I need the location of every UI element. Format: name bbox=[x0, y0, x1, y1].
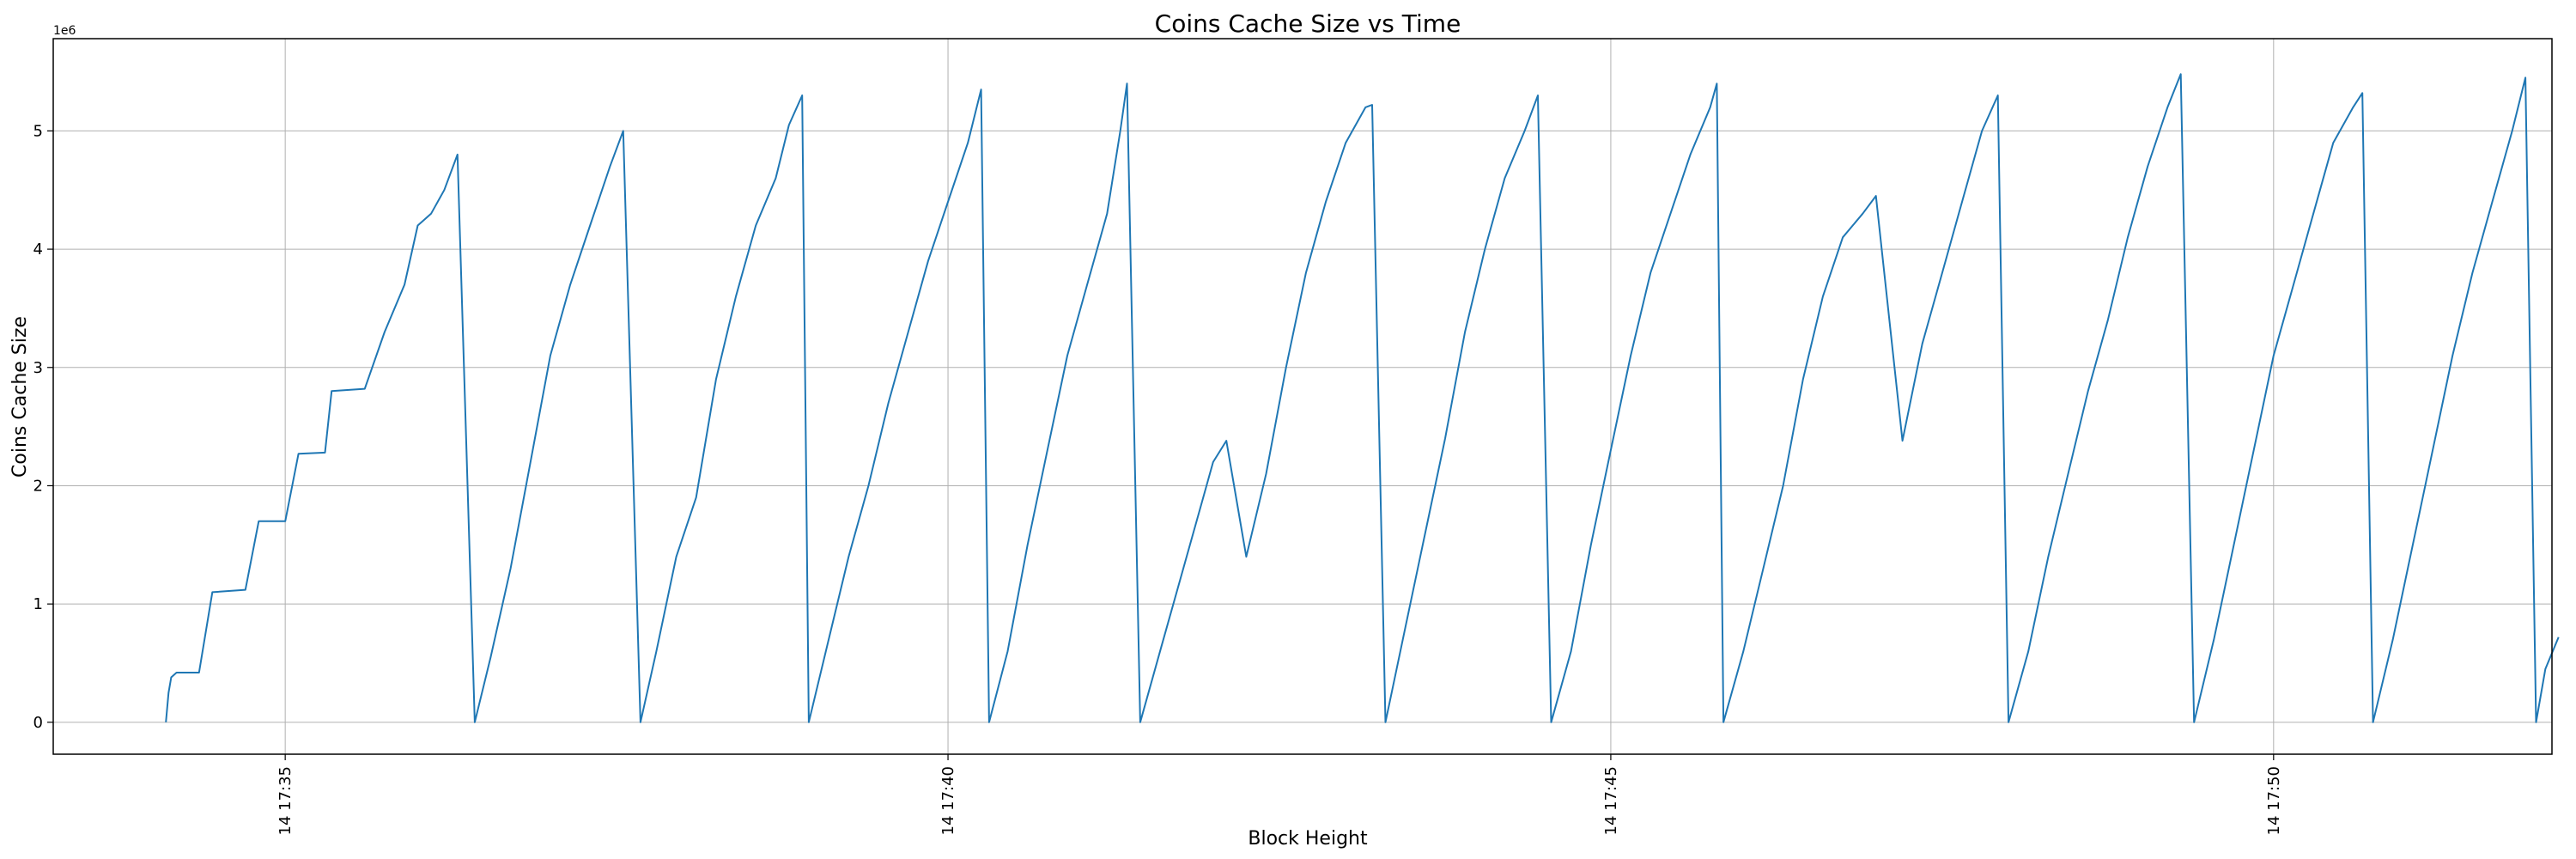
x-axis-label: Block Height bbox=[1248, 828, 1368, 850]
x-tick-label: 14 17:45 bbox=[1602, 766, 1620, 836]
chart-title: Coins Cache Size vs Time bbox=[1155, 9, 1461, 38]
plot-frame bbox=[52, 38, 2553, 755]
y-tick-label: 0 bbox=[33, 714, 43, 732]
y-axis-ticks: 0 1 2 3 4 5 bbox=[33, 122, 53, 732]
x-tick-label: 14 17:35 bbox=[276, 766, 295, 836]
x-tick-label: 14 17:50 bbox=[2265, 766, 2283, 836]
plot-area bbox=[165, 73, 2560, 723]
x-axis-ticks: 14 17:35 14 17:40 14 17:45 14 17:50 bbox=[276, 754, 2283, 836]
y-tick-label: 1 bbox=[33, 595, 43, 613]
grid-lines bbox=[53, 39, 2552, 754]
x-tick-label: 14 17:40 bbox=[939, 766, 957, 836]
y-tick-label: 2 bbox=[33, 477, 43, 495]
y-axis-offset-label: 1e6 bbox=[53, 24, 76, 38]
y-tick-label: 4 bbox=[33, 241, 43, 259]
series-line bbox=[165, 73, 2560, 723]
y-axis-label: Coins Cache Size bbox=[9, 316, 31, 478]
y-tick-label: 3 bbox=[33, 359, 43, 377]
y-tick-label: 5 bbox=[33, 122, 43, 140]
